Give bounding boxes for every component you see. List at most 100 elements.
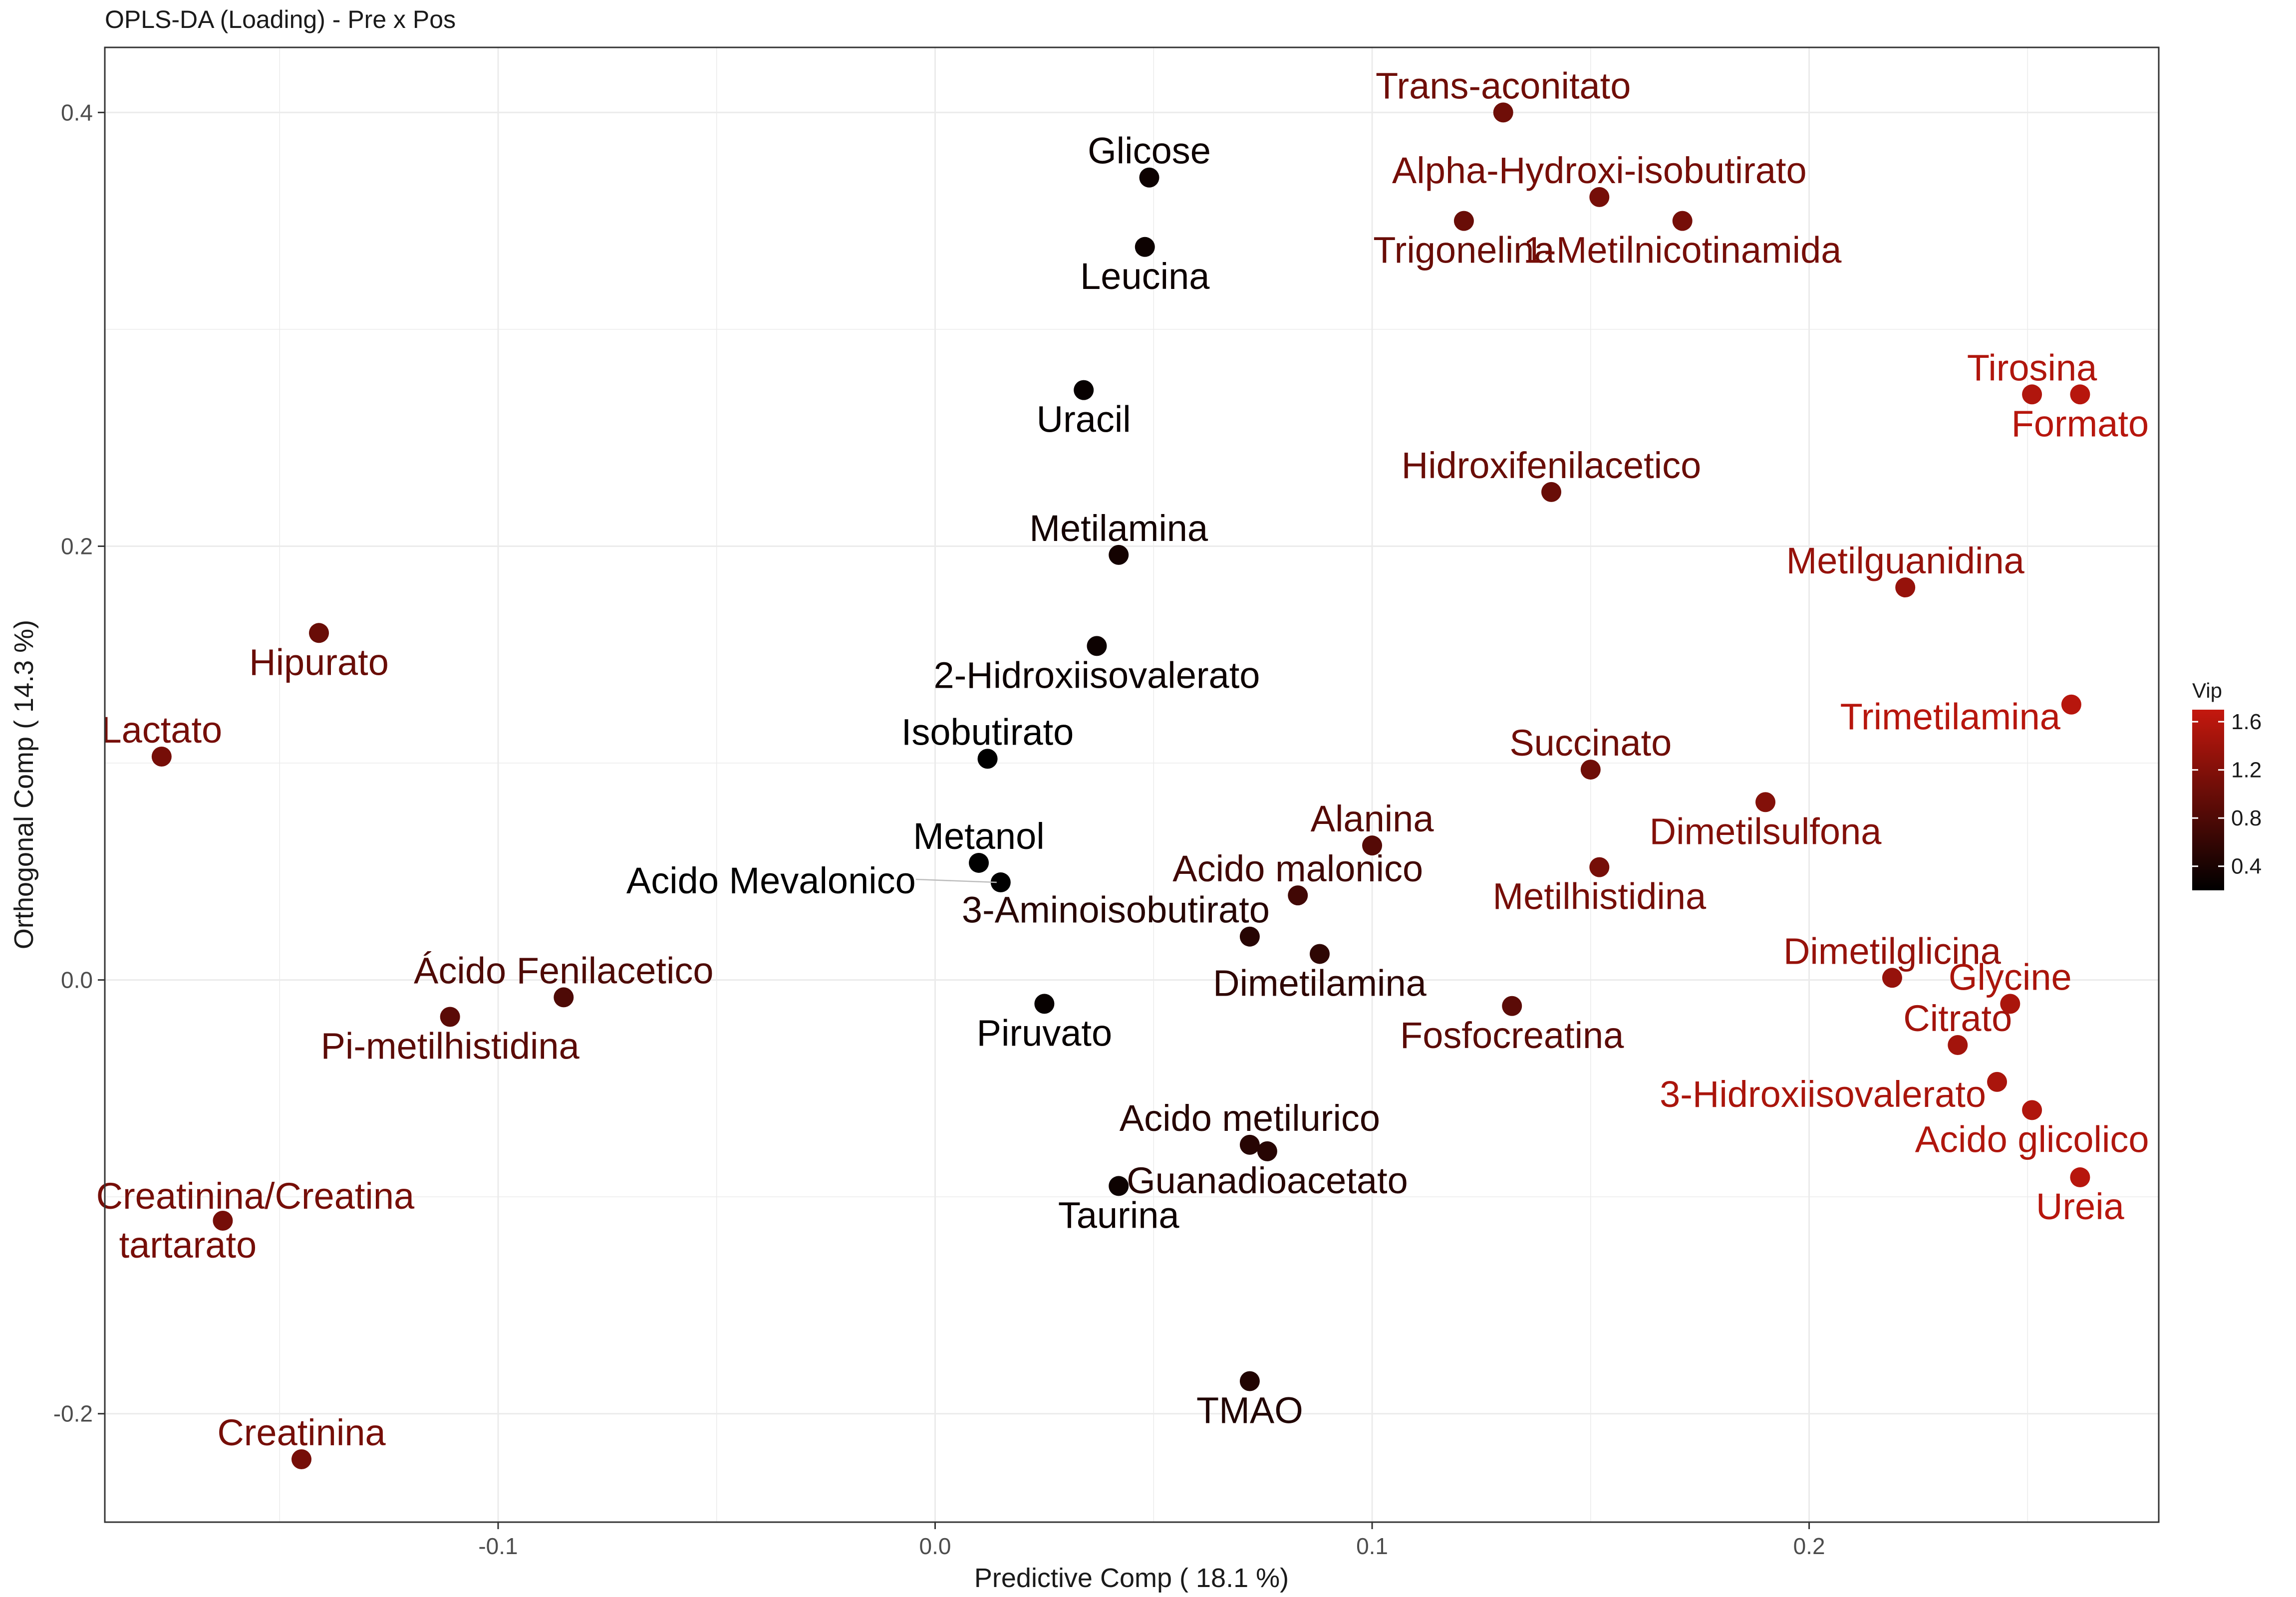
point-label: Metilamina bbox=[1029, 508, 1208, 549]
data-point bbox=[1034, 994, 1055, 1014]
point-label: Trans-aconitato bbox=[1376, 65, 1631, 106]
point-labels: Trans-aconitato Glicose Alpha-Hydroxi-isob… bbox=[96, 65, 2149, 1453]
point-label: 2-Hidroxiisovalerato bbox=[933, 654, 1260, 696]
data-point bbox=[1139, 167, 1159, 188]
point-label: Acido metilurico bbox=[1120, 1097, 1380, 1139]
point-label: Acido malonico bbox=[1172, 848, 1423, 889]
point-label: Ácido Fenilacetico bbox=[414, 950, 714, 991]
point-label: Glycine bbox=[1949, 956, 2072, 998]
data-point bbox=[1309, 944, 1330, 964]
data-point bbox=[1589, 187, 1610, 207]
data-point bbox=[1239, 1134, 1260, 1155]
data-point bbox=[2070, 384, 2090, 405]
legend-tick-label: 0.4 bbox=[2231, 854, 2262, 879]
data-point bbox=[1672, 211, 1693, 231]
y-tick-label: -0.2 bbox=[53, 1401, 93, 1427]
data-point bbox=[1239, 926, 1260, 947]
legend-colorbar bbox=[2192, 710, 2224, 890]
point-label: Taurina bbox=[1058, 1194, 1180, 1236]
y-axis-ticks: -0.2 0.0 0.2 0.4 bbox=[53, 99, 105, 1427]
data-point bbox=[2061, 694, 2081, 715]
data-points bbox=[151, 102, 2090, 1469]
data-point bbox=[2022, 1100, 2042, 1120]
point-label: 3-Hidroxiisovalerato bbox=[1660, 1073, 1986, 1115]
data-point bbox=[1074, 380, 1094, 400]
data-point bbox=[1895, 577, 1916, 598]
data-point bbox=[1257, 1141, 1277, 1161]
point-label: Uracil bbox=[1037, 399, 1131, 440]
label-leader-line bbox=[915, 878, 997, 883]
point-label: Lactato bbox=[101, 709, 222, 751]
data-point bbox=[1541, 482, 1562, 502]
point-label: Formato bbox=[2011, 403, 2149, 444]
x-tick-label: 0.2 bbox=[1793, 1533, 1825, 1559]
legend-tick-label: 0.8 bbox=[2231, 806, 2262, 830]
y-axis-title: Orthogonal Comp ( 14.3 %) bbox=[9, 620, 39, 949]
legend-tick-label: 1.6 bbox=[2231, 710, 2262, 734]
x-axis-title: Predictive Comp ( 18.1 %) bbox=[974, 1563, 1289, 1593]
point-label: Trimetilamina bbox=[1840, 696, 2061, 738]
y-tick-label: 0.2 bbox=[61, 533, 93, 559]
point-label: Guanadioacetato bbox=[1127, 1160, 1408, 1201]
point-label: Metilhistidina bbox=[1492, 876, 1707, 917]
data-point bbox=[151, 747, 172, 767]
data-point bbox=[1580, 760, 1601, 780]
vip-legend: Vip 0.4 0.8 1.2 1.6 bbox=[2192, 679, 2262, 890]
x-tick-label: 0.0 bbox=[919, 1533, 951, 1559]
legend-tick-label: 1.2 bbox=[2231, 758, 2262, 783]
point-label: Creatinina/Creatina tartarato bbox=[96, 1175, 415, 1266]
data-point bbox=[1135, 237, 1155, 257]
data-point bbox=[1755, 792, 1776, 812]
data-point bbox=[1453, 211, 1474, 231]
point-label: 1-Metilnicotinamida bbox=[1523, 230, 1842, 271]
data-point bbox=[1288, 885, 1308, 906]
data-point bbox=[1239, 1371, 1260, 1391]
point-label: Dimetilglicina bbox=[1783, 930, 2002, 972]
plot-panel bbox=[105, 47, 2159, 1522]
data-point bbox=[291, 1449, 311, 1469]
data-point bbox=[1109, 544, 1129, 565]
point-label: Isobutirato bbox=[901, 711, 1074, 753]
data-point bbox=[1493, 102, 1513, 123]
point-label: Metilguanidina bbox=[1786, 540, 2025, 581]
point-label: Piruvato bbox=[977, 1012, 1112, 1054]
y-tick-label: 0.4 bbox=[61, 99, 93, 125]
point-label: Ureia bbox=[2036, 1186, 2125, 1227]
data-point bbox=[309, 623, 329, 643]
point-label: TMAO bbox=[1196, 1390, 1303, 1431]
data-point bbox=[2000, 994, 2020, 1014]
data-point bbox=[2070, 1167, 2090, 1188]
data-point bbox=[1502, 996, 1522, 1016]
chart-title: OPLS-DA (Loading) - Pre x Pos bbox=[105, 5, 456, 33]
data-point bbox=[2022, 384, 2042, 405]
point-label: Pi-metilhistidina bbox=[321, 1025, 580, 1066]
data-point bbox=[969, 852, 989, 873]
point-label: Acido Mevalonico bbox=[626, 860, 916, 901]
point-label: Hipurato bbox=[249, 641, 389, 683]
data-point bbox=[1948, 1035, 1968, 1055]
x-tick-label: -0.1 bbox=[478, 1533, 518, 1559]
point-label: Dimetilsulfona bbox=[1650, 810, 1882, 852]
point-label: Tirosina bbox=[1967, 347, 2097, 388]
y-tick-label: 0.0 bbox=[61, 967, 93, 993]
point-label: Hidroxifenilacetico bbox=[1402, 445, 1702, 486]
data-point bbox=[1087, 636, 1107, 656]
data-point bbox=[977, 749, 998, 769]
point-label: Creatinina bbox=[217, 1412, 386, 1453]
point-label: Alanina bbox=[1311, 798, 1435, 839]
data-point bbox=[1109, 1176, 1129, 1196]
point-label: Fosfocreatina bbox=[1400, 1015, 1624, 1056]
point-label: Metanol bbox=[913, 815, 1044, 857]
point-label: Trigonelina bbox=[1373, 230, 1555, 271]
x-axis-ticks: -0.1 0.0 0.1 0.2 bbox=[478, 1522, 1825, 1559]
point-label: Leucina bbox=[1080, 256, 1210, 297]
data-point bbox=[990, 872, 1011, 893]
point-label: Alpha-Hydroxi-isobutirato bbox=[1392, 150, 1807, 191]
data-point bbox=[1882, 968, 1902, 988]
plot-panel-border bbox=[104, 46, 2160, 1523]
data-point bbox=[213, 1210, 233, 1231]
point-label: Dimetilamina bbox=[1213, 962, 1427, 1004]
data-point bbox=[1362, 835, 1383, 856]
data-point bbox=[554, 987, 574, 1008]
